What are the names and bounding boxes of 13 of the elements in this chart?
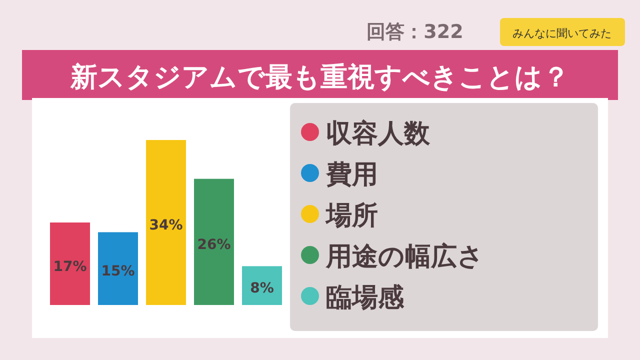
data-label: 34% <box>149 218 183 234</box>
data-label: 26% <box>197 236 231 253</box>
legend-label: 収容人数 <box>326 119 431 149</box>
legend-label: 場所 <box>325 201 378 231</box>
data-label: 15% <box>101 264 135 280</box>
legend-label: 用途の幅広さ <box>325 242 484 272</box>
text: 回答：322 <box>366 21 464 43</box>
text: みんなに聞いてみた <box>512 27 612 40</box>
data-label: 8% <box>250 280 274 297</box>
legend-label: 臨場感 <box>326 283 405 313</box>
legend-label: 費用 <box>325 160 378 190</box>
chart-title: 新スタジアムで最も重視すべきことは？ <box>70 62 570 93</box>
data-label: 17% <box>53 258 87 275</box>
